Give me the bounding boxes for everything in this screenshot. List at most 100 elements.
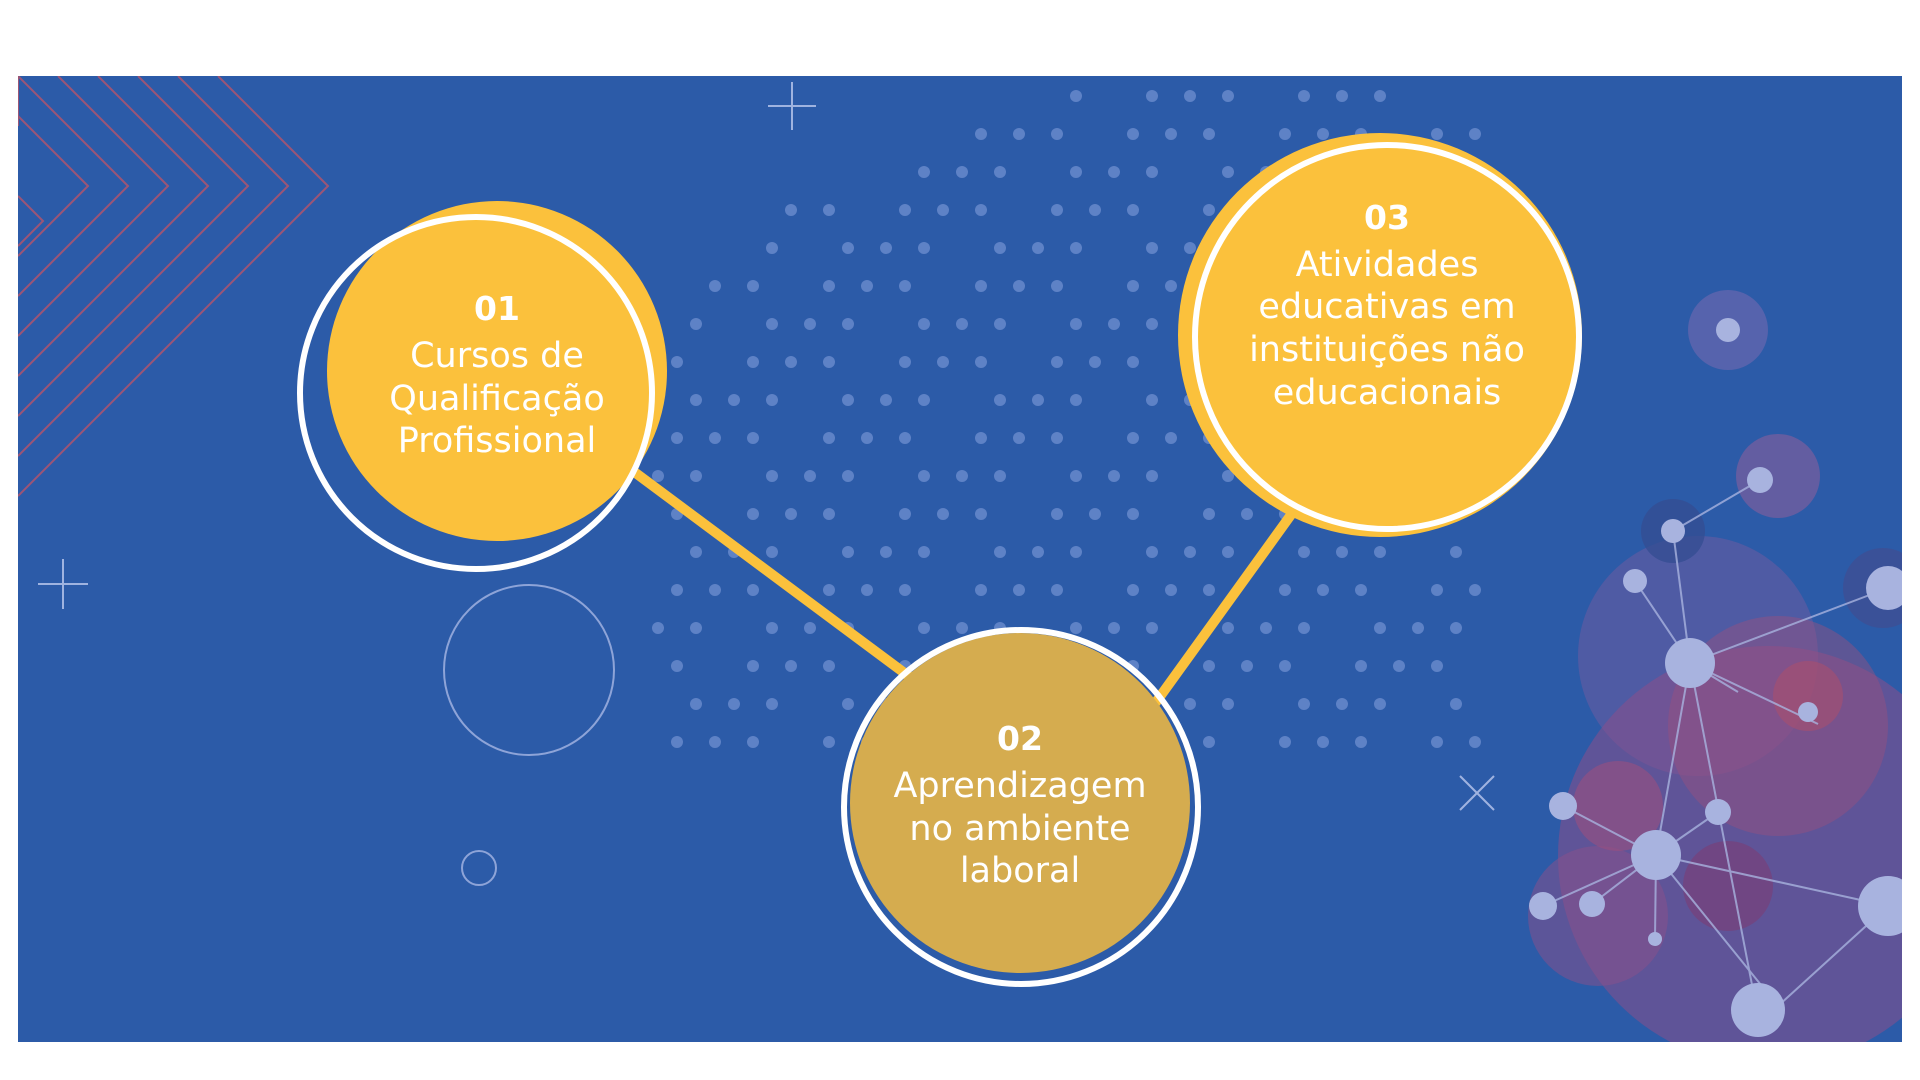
step-02-number: 02 <box>997 718 1043 758</box>
dot <box>994 242 1006 254</box>
dot <box>1203 508 1215 520</box>
dot <box>1070 318 1082 330</box>
connector-01-02 <box>628 466 943 703</box>
dot <box>766 318 778 330</box>
dot <box>1070 470 1082 482</box>
dot <box>956 166 968 178</box>
dot <box>918 242 930 254</box>
molecule-network-decoration <box>1528 290 1902 1042</box>
dot <box>747 432 759 444</box>
dot <box>690 546 702 558</box>
dot <box>1184 90 1196 102</box>
dot <box>1336 698 1348 710</box>
dot <box>1450 546 1462 558</box>
dot <box>709 280 721 292</box>
dot <box>880 394 892 406</box>
dot <box>804 622 816 634</box>
step-03-label-line-3: instituições não <box>1249 330 1525 371</box>
dot <box>1051 204 1063 216</box>
chevron-lines-decoration <box>18 76 330 497</box>
dot <box>842 394 854 406</box>
dot <box>1127 432 1139 444</box>
dot <box>1279 584 1291 596</box>
dot <box>785 660 797 672</box>
dot <box>1355 660 1367 672</box>
dot <box>1051 508 1063 520</box>
dot <box>842 242 854 254</box>
dot <box>1051 280 1063 292</box>
dot <box>1051 128 1063 140</box>
dot <box>1070 394 1082 406</box>
dot <box>1431 584 1443 596</box>
dot <box>1469 736 1481 748</box>
dot <box>747 736 759 748</box>
dot <box>1203 584 1215 596</box>
step-02-ring <box>841 627 1201 987</box>
dot <box>1203 128 1215 140</box>
dot <box>994 470 1006 482</box>
dot <box>1165 432 1177 444</box>
dot <box>975 432 987 444</box>
step-03-text: 03 Atividades educativas em instituições… <box>1192 146 1582 466</box>
plus-icon <box>38 559 88 609</box>
outline-circle-large <box>443 584 615 756</box>
dot <box>1241 508 1253 520</box>
dot <box>1108 470 1120 482</box>
dot <box>1146 318 1158 330</box>
dot <box>918 166 930 178</box>
dot <box>937 508 949 520</box>
dot <box>975 280 987 292</box>
step-02-label-line-3: laboral <box>959 851 1081 892</box>
dot <box>747 356 759 368</box>
step-03-label-line-1: Atividades <box>1295 244 1479 285</box>
dot <box>1032 394 1044 406</box>
dot <box>994 394 1006 406</box>
dot <box>994 166 1006 178</box>
dot <box>671 660 683 672</box>
dot <box>1013 584 1025 596</box>
dot <box>975 128 987 140</box>
dot <box>1298 90 1310 102</box>
dot <box>1070 546 1082 558</box>
dot <box>785 356 797 368</box>
dot <box>1279 660 1291 672</box>
dot <box>1127 128 1139 140</box>
dot <box>1146 90 1158 102</box>
dot <box>690 622 702 634</box>
dot <box>1355 584 1367 596</box>
step-01-label-line-1: Cursos de <box>410 336 584 377</box>
dot <box>1013 432 1025 444</box>
dot <box>1127 204 1139 216</box>
dot <box>1127 508 1139 520</box>
dot <box>1431 660 1443 672</box>
dot <box>747 584 759 596</box>
dot <box>1051 432 1063 444</box>
dot <box>1241 660 1253 672</box>
step-03-label-line-4: educacionais <box>1272 372 1502 413</box>
dot <box>1317 736 1329 748</box>
dot <box>690 394 702 406</box>
step-03-label-line-2: educativas em <box>1258 287 1516 328</box>
dot <box>823 280 835 292</box>
dot <box>728 698 740 710</box>
dot <box>956 470 968 482</box>
diagram-panel: 01 Cursos de Qualificação Profissional 0… <box>18 76 1902 1042</box>
dot <box>671 356 683 368</box>
dot <box>994 318 1006 330</box>
dot <box>690 318 702 330</box>
dot <box>785 508 797 520</box>
dot <box>918 622 930 634</box>
dot <box>1184 546 1196 558</box>
dot <box>880 242 892 254</box>
dot <box>1089 508 1101 520</box>
dot <box>709 432 721 444</box>
dot <box>1431 128 1443 140</box>
dot <box>766 546 778 558</box>
dot <box>1222 90 1234 102</box>
outline-circle-small <box>461 850 497 886</box>
dot <box>1165 584 1177 596</box>
dot <box>1051 584 1063 596</box>
dot <box>1355 736 1367 748</box>
dot <box>785 204 797 216</box>
dot <box>956 318 968 330</box>
